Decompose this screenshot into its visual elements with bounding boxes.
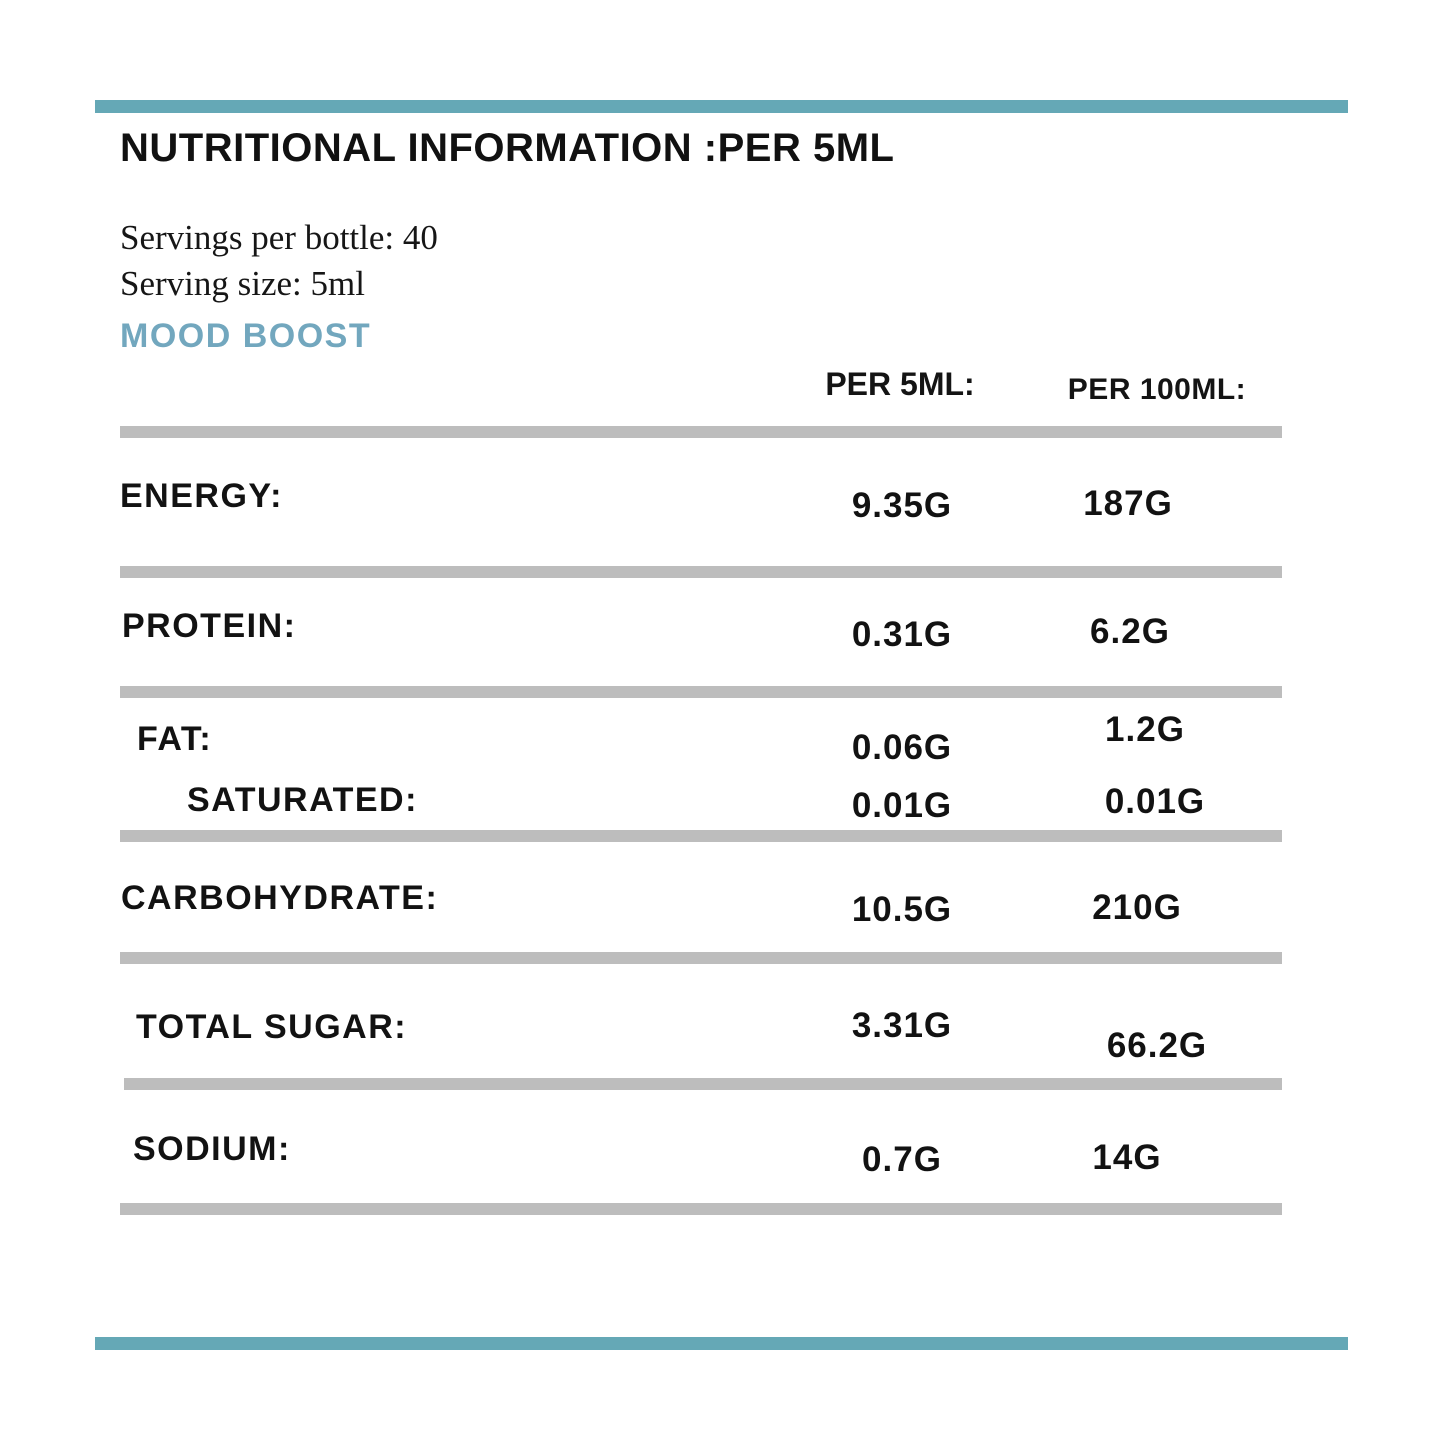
value-fat-per-5ml: 0.06G <box>851 728 953 767</box>
bottom-accent-bar <box>95 1337 1348 1350</box>
page-title: NUTRITIONAL INFORMATION :PER 5ML <box>120 126 895 170</box>
value-total-sugar-per-5ml: 3.31G <box>851 1006 953 1045</box>
divider <box>120 426 1282 438</box>
row-label-saturated: SATURATED: <box>187 781 418 819</box>
divider <box>120 686 1282 698</box>
row-label-protein: PROTEIN: <box>122 607 297 645</box>
top-accent-bar <box>95 100 1348 113</box>
value-total-sugar-per-100ml: 66.2G <box>1106 1026 1208 1065</box>
divider <box>120 952 1282 964</box>
divider <box>120 566 1282 578</box>
value-saturated-per-100ml: 0.01G <box>1104 782 1206 821</box>
column-header-per-100ml: PER 100ML: <box>1067 373 1247 406</box>
row-label-sodium: SODIUM: <box>133 1130 291 1168</box>
serving-size-text: Serving size: 5ml <box>120 264 365 303</box>
value-saturated-per-5ml: 0.01G <box>851 786 953 825</box>
row-label-fat: FAT: <box>137 720 213 758</box>
divider <box>120 1203 1282 1215</box>
value-carbohydrate-per-5ml: 10.5G <box>851 890 953 929</box>
servings-per-bottle-text: Servings per bottle: 40 <box>120 218 438 257</box>
value-protein-per-100ml: 6.2G <box>1090 612 1170 651</box>
value-sodium-per-5ml: 0.7G <box>862 1140 942 1179</box>
value-energy-per-5ml: 9.35G <box>851 486 953 525</box>
value-fat-per-100ml: 1.2G <box>1105 710 1185 749</box>
divider <box>124 1078 1282 1090</box>
row-label-energy: ENERGY: <box>120 477 283 515</box>
value-protein-per-5ml: 0.31G <box>851 615 953 654</box>
value-sodium-per-100ml: 14G <box>1092 1138 1162 1177</box>
row-label-carbohydrate: CARBOHYDRATE: <box>121 879 439 917</box>
column-header-per-5ml: PER 5ML: <box>825 366 975 402</box>
row-label-total-sugar: TOTAL SUGAR: <box>136 1008 408 1046</box>
value-energy-per-100ml: 187G <box>1083 484 1173 523</box>
value-carbohydrate-per-100ml: 210G <box>1092 888 1182 927</box>
product-name: MOOD BOOST <box>120 317 372 355</box>
divider <box>120 830 1282 842</box>
